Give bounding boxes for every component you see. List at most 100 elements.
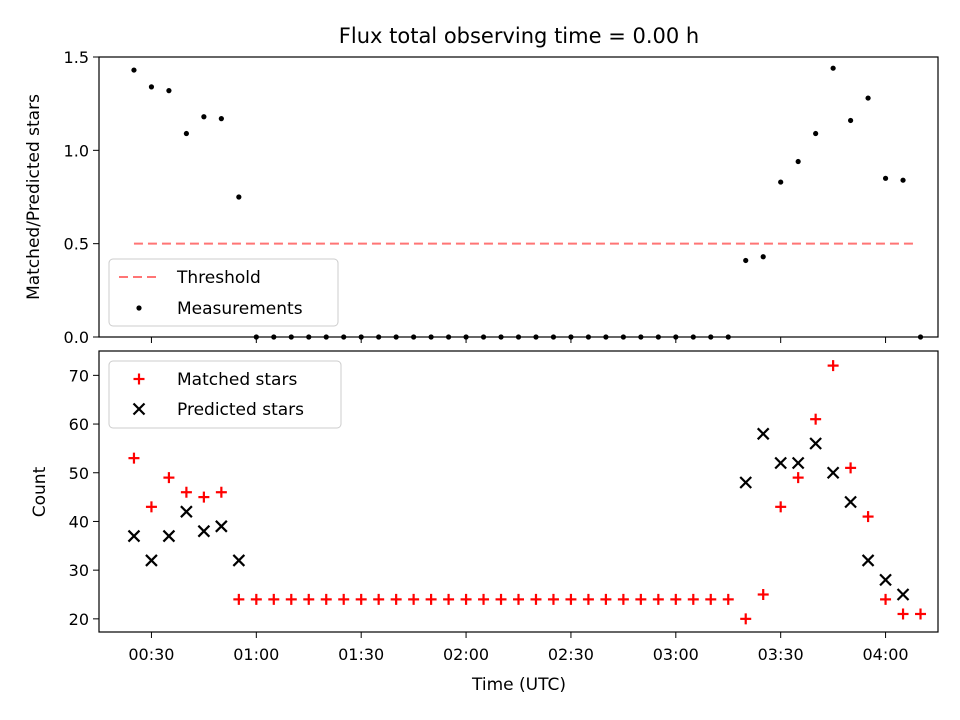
- predicted-stars-point: [861, 554, 875, 567]
- matched-stars-point: [880, 593, 892, 605]
- matched-stars-point: [810, 413, 822, 425]
- matched-stars-point: [547, 593, 559, 605]
- matched-stars-point: [460, 593, 472, 605]
- legend-matched-label: Matched stars: [177, 370, 297, 390]
- matched-stars-point: [215, 486, 227, 498]
- predicted-stars-point: [162, 529, 176, 543]
- top-plot-frame: [98, 56, 939, 338]
- matched-stars-point: [390, 593, 402, 605]
- measurement-point: [882, 175, 889, 181]
- top-y-tick-label: 0.5: [64, 235, 89, 254]
- predicted-stars-point: [879, 573, 892, 587]
- predicted-stars-point: [756, 427, 770, 441]
- top-legend: Threshold Measurements: [108, 258, 339, 327]
- bottom-plot-frame: [98, 350, 939, 633]
- predicted-stars-point: [774, 456, 787, 470]
- matched-stars-point: [303, 593, 315, 605]
- x-tick-label: 02:00: [443, 645, 489, 664]
- legend-matched-swatch: [133, 373, 145, 385]
- matched-stars-point: [600, 593, 612, 605]
- legend-predicted-label: Predicted stars: [177, 400, 304, 420]
- matched-stars-point: [687, 593, 699, 605]
- predicted-stars-point: [127, 529, 141, 543]
- x-tick-label: 04:00: [863, 645, 909, 664]
- matched-stars-point: [373, 593, 385, 605]
- predicted-stars-point: [232, 554, 246, 567]
- measurement-point: [148, 84, 155, 90]
- measurement-point: [201, 114, 207, 120]
- matched-stars-point: [513, 593, 524, 605]
- matched-stars-point: [355, 593, 367, 605]
- matched-stars-point: [320, 593, 332, 605]
- matched-stars-point: [635, 593, 647, 605]
- matched-stars-point: [775, 501, 787, 513]
- top-y-axis-label: Matched/Predicted stars: [24, 94, 44, 300]
- matched-stars-point: [915, 608, 927, 620]
- matched-stars-point: [338, 593, 350, 605]
- matched-stars-point: [180, 486, 192, 498]
- legend-plus-mark: [133, 373, 145, 385]
- bottom-y-tick-label: 50: [69, 464, 89, 483]
- x-tick-label: 00:30: [128, 645, 174, 664]
- predicted-stars-point: [844, 495, 857, 509]
- x-tick-label: 01:30: [338, 645, 384, 664]
- measurement-point: [183, 130, 189, 137]
- predicted-stars-point: [809, 437, 822, 450]
- measurement-point: [236, 194, 242, 200]
- measurement-point: [813, 130, 819, 137]
- matched-stars-point: [862, 511, 874, 523]
- ratio-panel: Flux total observing time = 0.00 h Match…: [24, 24, 939, 347]
- matched-stars-point: [128, 452, 140, 464]
- matched-stars-point: [705, 593, 717, 605]
- predicted-stars-point: [145, 554, 158, 567]
- matched-stars-point: [250, 593, 262, 605]
- matched-stars-point: [670, 593, 682, 605]
- matched-stars-point: [565, 593, 577, 605]
- top-legend-frame: [108, 258, 339, 327]
- matched-stars-point: [478, 593, 490, 605]
- legend-predicted-swatch: [132, 402, 146, 416]
- matched-stars-point: [897, 608, 909, 620]
- bottom-y-axis-label: Count: [30, 466, 50, 517]
- matched-stars-point: [443, 593, 455, 605]
- x-tick-label: 01:00: [233, 645, 279, 664]
- measurement-point: [778, 179, 784, 185]
- matched-stars-point: [530, 593, 542, 605]
- matched-stars-point: [722, 593, 734, 605]
- predicted-stars-point: [180, 505, 193, 518]
- x-axis-label: Time (UTC): [471, 675, 566, 695]
- matched-stars-point: [757, 589, 769, 601]
- bottom-legend: Matched stars Predicted stars: [108, 360, 342, 429]
- matched-stars-point: [408, 593, 420, 605]
- count-panel: Count Time (UTC) 20 30 40 50 60 70 00:30 01:00 0…: [30, 350, 939, 695]
- x-tick-label: 02:30: [548, 645, 594, 664]
- chart-title: Flux total observing time = 0.00 h: [339, 24, 699, 48]
- measurement-point: [830, 65, 836, 71]
- bottom-y-tick-label: 60: [69, 415, 89, 434]
- matched-stars-point: [740, 613, 752, 625]
- matched-stars-point: [285, 593, 297, 605]
- predicted-stars-point: [826, 466, 840, 480]
- bottom-legend-frame: [108, 360, 342, 429]
- top-y-tick-label: 1.5: [64, 48, 89, 67]
- matched-stars-point: [145, 501, 157, 513]
- predicted-stars-point: [896, 588, 910, 601]
- predicted-stars-point: [739, 476, 753, 489]
- matched-stars-point: [163, 472, 175, 484]
- legend-x-mark: [132, 402, 146, 416]
- top-y-tick-label: 1.0: [64, 141, 89, 160]
- predicted-stars-point: [215, 520, 228, 533]
- bottom-y-tick-label: 40: [69, 512, 89, 531]
- predicted-stars-point: [791, 456, 805, 470]
- measurement-point: [865, 95, 871, 101]
- x-tick-label: 03:00: [653, 645, 699, 664]
- predicted-stars-point: [197, 524, 211, 538]
- measurement-point: [131, 67, 137, 73]
- matched-stars-point: [792, 472, 804, 484]
- x-tick-label: 03:30: [758, 645, 804, 664]
- measurement-point: [848, 117, 854, 124]
- matched-stars-point: [495, 593, 507, 605]
- matched-stars-point: [425, 593, 437, 605]
- top-y-tick-label: 0.0: [64, 328, 89, 347]
